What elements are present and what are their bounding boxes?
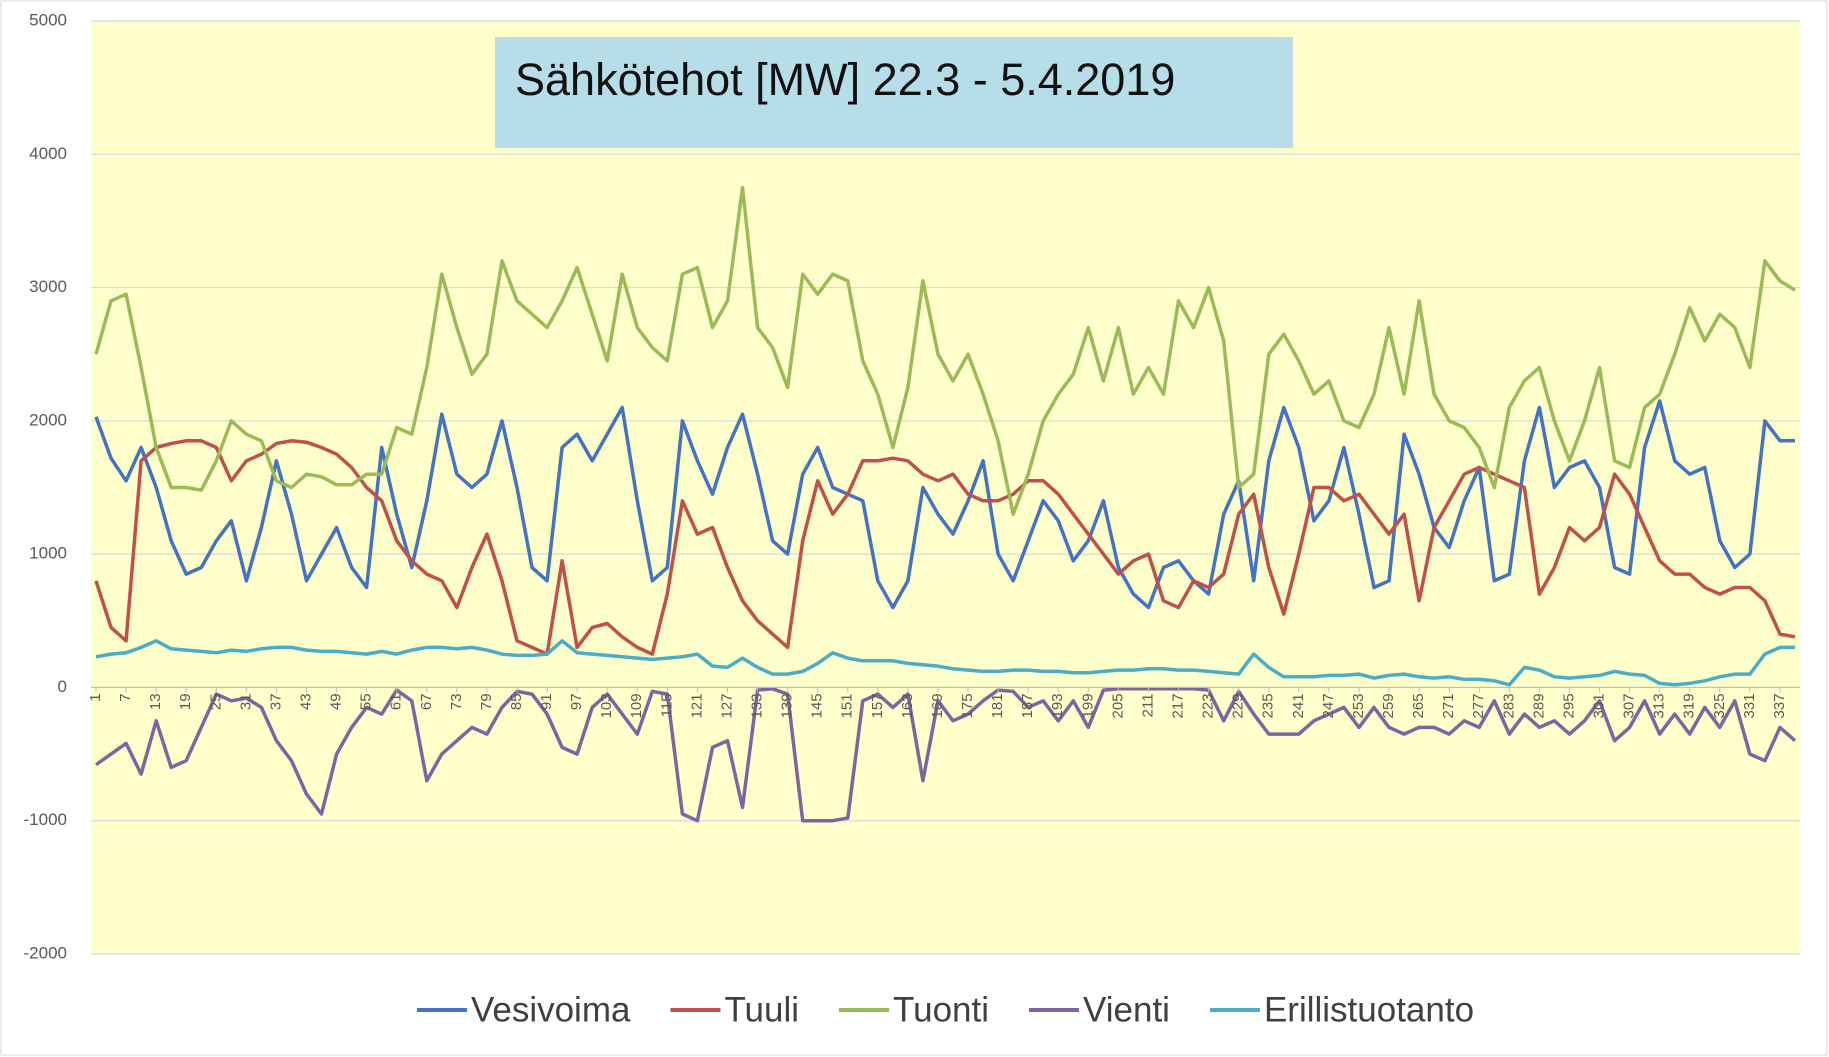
y-tick-label: 3000 (29, 277, 67, 296)
series-line (94, 399, 1795, 610)
legend-label: Tuuli (724, 990, 799, 1029)
x-tick-label: 325 (1711, 693, 1728, 718)
x-tick-label: 13 (147, 693, 164, 710)
x-tick-label: 313 (1651, 693, 1668, 718)
x-tick-label: 259 (1380, 693, 1397, 718)
legend: Vesivoima Tuuli Tuonti Vienti Erillistuotant… (416, 990, 1474, 1029)
x-tick-label: 127 (718, 693, 735, 718)
x-tick-label: 295 (1560, 693, 1577, 718)
x-tick-label: 97 (568, 693, 585, 710)
x-tick-label: 91 (538, 693, 555, 710)
series-line (94, 687, 1797, 823)
series-line (95, 639, 1795, 687)
x-tick-label: 217 (1170, 693, 1187, 718)
x-tick-label: 271 (1440, 693, 1457, 718)
x-tick-label: 205 (1109, 693, 1126, 718)
x-tick-label: 337 (1771, 693, 1788, 718)
y-tick-label: -1000 (24, 810, 67, 829)
x-tick-label: 31 (237, 693, 254, 710)
legend-label: Vesivoima (471, 990, 631, 1029)
legend-label: Erillistuotanto (1264, 990, 1474, 1029)
x-tick-label: 49 (328, 693, 345, 710)
series-line (94, 439, 1796, 656)
x-tick-label: 145 (809, 693, 826, 718)
x-tick-label: 43 (297, 693, 314, 710)
x-tick-label: 187 (1019, 693, 1036, 718)
legend-label: Vienti (1083, 990, 1170, 1029)
x-tick-label: 253 (1350, 693, 1367, 718)
x-tick-label: 319 (1681, 693, 1698, 718)
x-tick-label: 109 (628, 693, 645, 718)
plot-area (91, 21, 1800, 954)
x-tick-label: 223 (1200, 693, 1217, 718)
x-tick-label: 79 (478, 693, 495, 710)
y-tick-label: -2000 (24, 943, 67, 962)
x-tick-label: 19 (177, 693, 194, 710)
x-tick-label: 277 (1470, 693, 1487, 718)
x-tick-label: 247 (1320, 693, 1337, 718)
x-tick-label: 85 (508, 693, 525, 710)
x-tick-label: 265 (1410, 693, 1427, 718)
y-tick-label: 1000 (29, 544, 67, 563)
x-tick-label: 37 (267, 693, 284, 710)
title-box (495, 37, 1293, 148)
x-tick-label: 133 (749, 693, 766, 718)
x-tick-label: 151 (839, 693, 856, 718)
x-tick-label: 283 (1500, 693, 1517, 718)
x-tick-label: 73 (448, 693, 465, 710)
x-tick-label: 331 (1741, 693, 1758, 718)
x-tick-label: 181 (989, 693, 1006, 718)
x-tick-label: 121 (688, 693, 705, 718)
y-tick-label: 5000 (29, 10, 67, 29)
x-tick-label: 229 (1230, 693, 1247, 718)
y-tick-label: 0 (58, 677, 67, 696)
x-tick-label: 7 (117, 693, 134, 701)
grid (91, 20, 1800, 955)
x-tick-label: 157 (869, 693, 886, 718)
x-tick-label: 199 (1079, 693, 1096, 718)
y-tick-label: 2000 (29, 410, 67, 429)
x-tick-label: 289 (1530, 693, 1547, 718)
chart-title: Sähkötehot [MW] 22.3 - 5.4.2019 (515, 54, 1175, 105)
x-tick-label: 163 (899, 693, 916, 718)
x-tick-label: 67 (418, 693, 435, 710)
x-tick-label: 139 (779, 693, 796, 718)
x-tick-label: 115 (658, 693, 675, 717)
series-line (94, 185, 1796, 516)
lines (94, 185, 1797, 823)
x-tick-label: 301 (1590, 693, 1607, 718)
x-tick-label: 307 (1621, 693, 1638, 718)
legend-label: Tuonti (893, 990, 989, 1029)
y-tick-label: 4000 (29, 144, 67, 163)
x-tick-label: 169 (929, 693, 946, 718)
x-tick-label: 55 (358, 693, 375, 710)
x-tick-label: 211 (1139, 693, 1156, 717)
x-tick-label: 25 (207, 693, 224, 710)
x-tick-label: 103 (598, 693, 615, 718)
x-tick-label: 235 (1260, 693, 1277, 718)
x-tick-label: 241 (1290, 693, 1307, 718)
x-tick-label: 193 (1049, 693, 1066, 718)
x-tick-label: 1 (87, 693, 104, 701)
x-tick-label: 175 (959, 693, 976, 718)
x-tick-label: 61 (388, 693, 405, 710)
